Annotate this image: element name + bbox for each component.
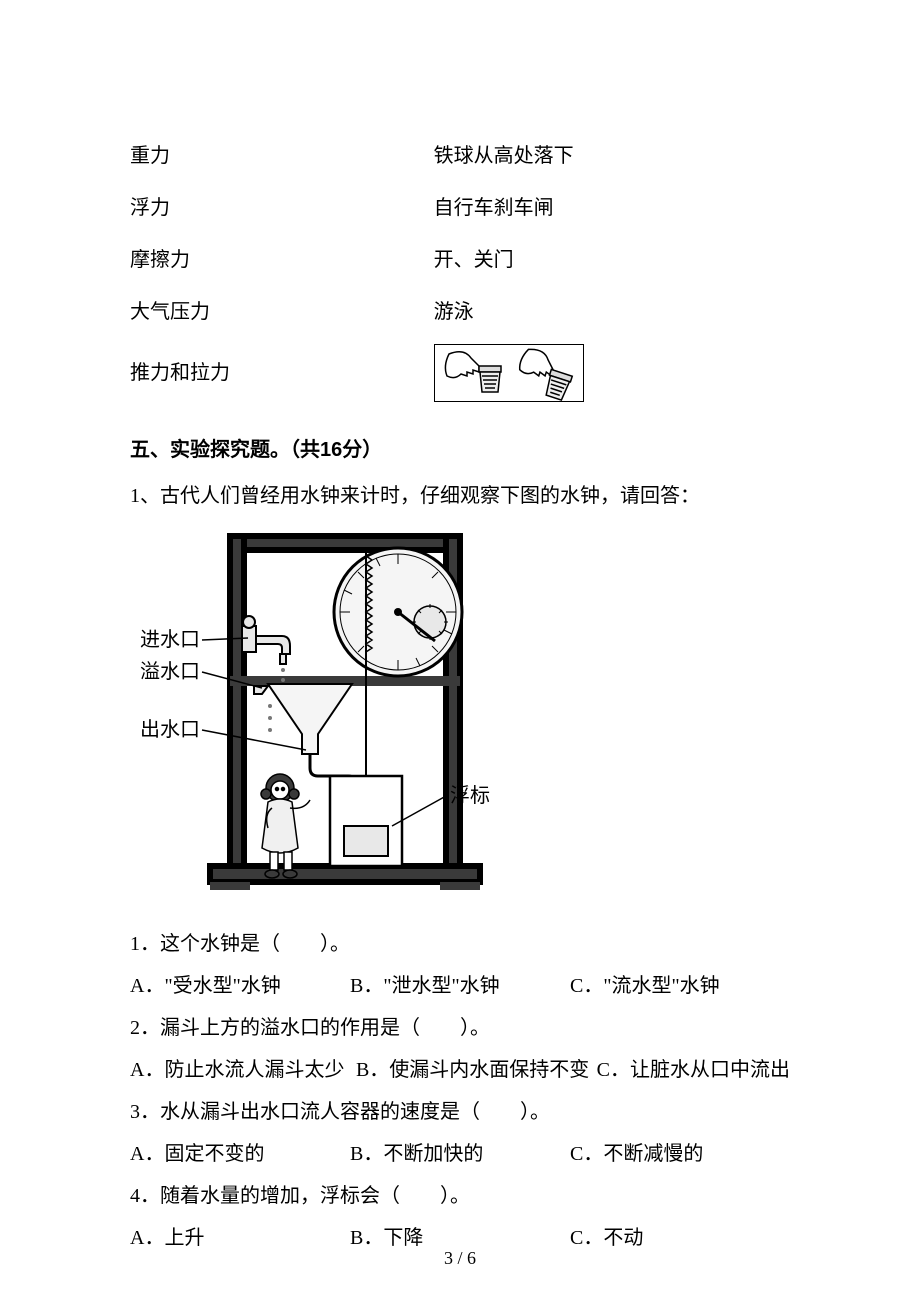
match-right-label: 开、关门: [434, 234, 790, 286]
match-right-label: 自行车刹车闸: [434, 182, 790, 234]
match-left-label: 浮力: [130, 182, 434, 234]
match-left-label: 摩擦力: [130, 234, 434, 286]
q1-sub3-opts: A．固定不变的 B．不断加快的 C．不断减慢的: [130, 1134, 790, 1174]
option: A．防止水流人漏斗太少: [130, 1050, 356, 1090]
option: C．不断减慢的: [570, 1134, 790, 1174]
match-left-label: 大气压力: [130, 286, 434, 338]
option: B．"泄水型"水钟: [350, 966, 570, 1006]
match-left-label: 重力: [130, 130, 434, 182]
option: A．固定不变的: [130, 1134, 350, 1174]
match-row: 重力 铁球从高处落下: [130, 130, 790, 182]
match-row: 摩擦力 开、关门: [130, 234, 790, 286]
label-inlet: 进水口: [140, 628, 200, 651]
q1-sub2-opts: A．防止水流人漏斗太少 B．使漏斗内水面保持不变 C．让脏水从口中流出: [130, 1050, 790, 1090]
match-right-label: 铁球从高处落下: [434, 130, 790, 182]
water-clock-diagram: 进水口 溢水口 出水口 浮标: [130, 526, 790, 910]
label-outlet: 出水口: [140, 718, 200, 741]
section-5-title: 五、实验探究题。（共16分）: [130, 430, 790, 470]
label-overflow: 溢水口: [140, 660, 200, 683]
q1-sub1-stem: 1．这个水钟是（ ）。: [130, 924, 790, 964]
q1-sub3-stem: 3．水从漏斗出水口流人容器的速度是（ ）。: [130, 1092, 790, 1132]
q1-sub1-opts: A．"受水型"水钟 B．"泄水型"水钟 C．"流水型"水钟: [130, 966, 790, 1006]
option: A．"受水型"水钟: [130, 966, 350, 1006]
option: B．使漏斗内水面保持不变: [356, 1050, 597, 1090]
q1-sub2-stem: 2．漏斗上方的溢水口的作用是（ ）。: [130, 1008, 790, 1048]
page: 重力 铁球从高处落下 浮力 自行车刹车闸 摩擦力 开、关门 大气压力 游泳 推力…: [0, 0, 920, 1302]
match-left-label: 推力和拉力: [130, 338, 434, 408]
option: C．让脏水从口中流出: [597, 1050, 790, 1090]
page-number: 3 / 6: [0, 1240, 920, 1276]
option: B．不断加快的: [350, 1134, 570, 1174]
match-right-label: 游泳: [434, 286, 790, 338]
match-row: 大气压力 游泳: [130, 286, 790, 338]
q1-sub4-stem: 4．随着水量的增加，浮标会（ ）。: [130, 1176, 790, 1216]
match-row: 推力和拉力: [130, 338, 790, 408]
match-row: 浮力 自行车刹车闸: [130, 182, 790, 234]
q1-stem: 1、古代人们曾经用水钟来计时，仔细观察下图的水钟，请回答：: [130, 476, 790, 516]
cups-icon: [434, 338, 790, 408]
option: C．"流水型"水钟: [570, 966, 790, 1006]
match-table: 重力 铁球从高处落下 浮力 自行车刹车闸 摩擦力 开、关门 大气压力 游泳 推力…: [130, 130, 790, 408]
label-float: 浮标: [450, 784, 490, 807]
